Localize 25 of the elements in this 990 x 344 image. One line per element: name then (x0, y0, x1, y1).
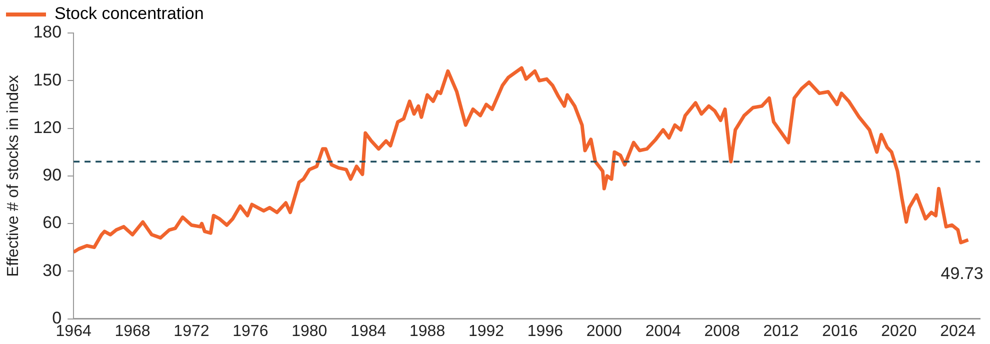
x-tick-label: 1984 (350, 322, 386, 340)
x-tick-label: 1972 (174, 322, 210, 340)
legend-label: Stock concentration (54, 4, 204, 24)
y-tick-label: 120 (33, 118, 62, 137)
x-tick-label: 1988 (410, 322, 446, 340)
y-axis-title: Effective # of stocks in index (5, 75, 22, 277)
x-tick-label: 2024 (940, 322, 976, 340)
y-tick-label: 180 (33, 22, 62, 42)
x-tick-label: 2020 (881, 322, 917, 340)
annotation: 49.73 (940, 264, 984, 284)
x-tick-label: 1980 (292, 322, 328, 340)
x-tick-label: 2004 (645, 322, 682, 340)
x-tick-label: 1996 (527, 322, 564, 340)
x-tick-label: 2016 (822, 322, 858, 340)
x-tick-label: 2008 (704, 322, 740, 340)
x-tick-label: 2012 (763, 322, 799, 340)
y-tick-label: 30 (42, 260, 62, 280)
y-tick-label: 60 (42, 213, 62, 232)
y-tick-label: 90 (42, 166, 62, 185)
x-tick-label: 1964 (56, 322, 92, 340)
x-tick-label: 1976 (232, 322, 268, 340)
x-tick-label: 2000 (586, 322, 622, 340)
x-tick-label: 1992 (468, 322, 504, 340)
y-tick-label: 150 (33, 70, 62, 90)
x-tick-label: 1968 (114, 322, 150, 340)
